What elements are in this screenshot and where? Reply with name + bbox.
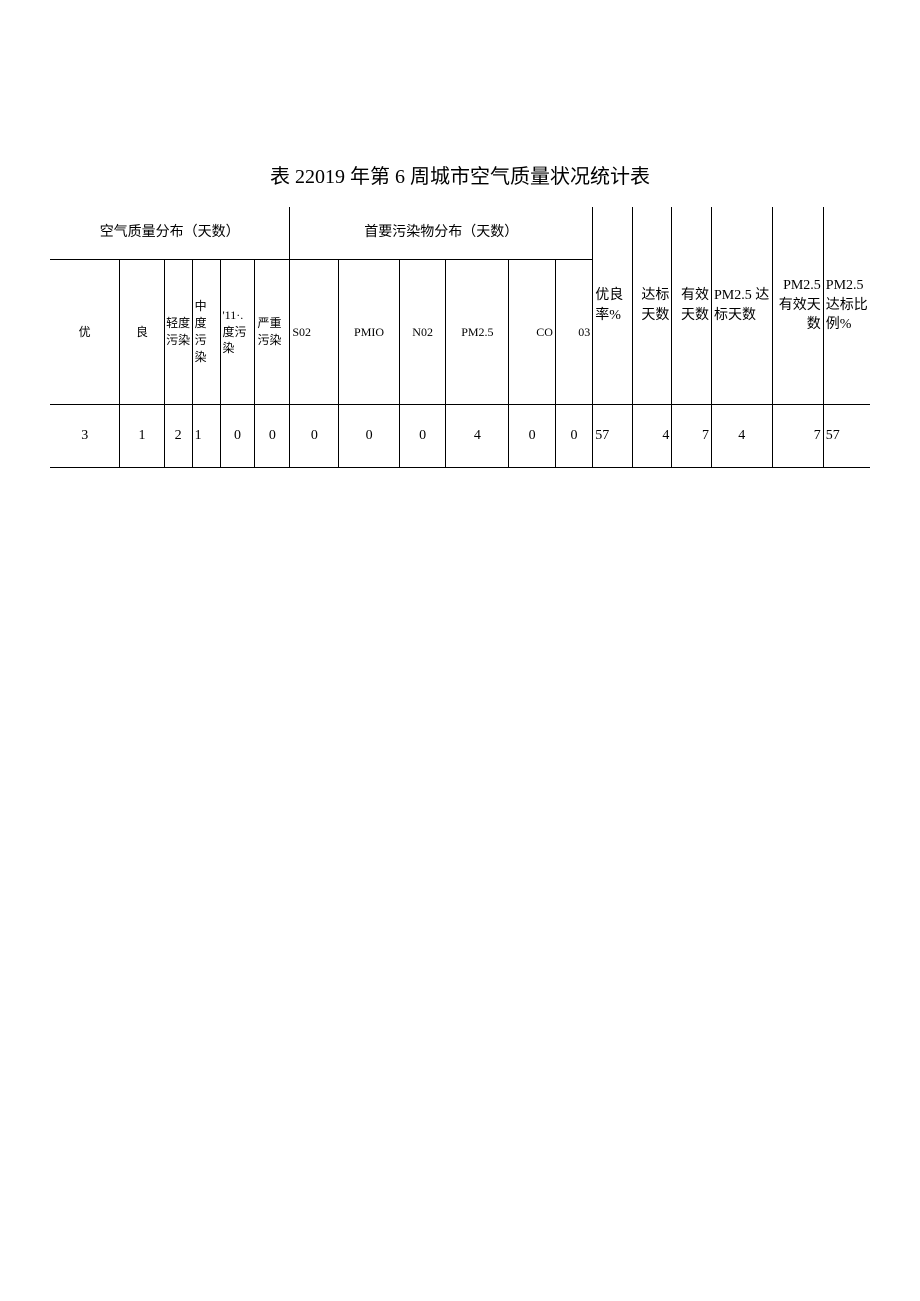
group-header-aqi: 空气质量分布（天数） <box>50 207 290 260</box>
table-cell: 0 <box>509 405 556 468</box>
table-cell: 57 <box>593 405 633 468</box>
table-cell: 4 <box>712 405 773 468</box>
col-header: 轻度污染 <box>164 260 192 405</box>
table-cell: 57 <box>823 405 870 468</box>
table-cell: 0 <box>339 405 400 468</box>
header-group-row: 空气质量分布（天数） 首要污染物分布（天数） 优良率% 达标天数 有效天数 PM… <box>50 207 870 260</box>
col-header: 严重污染 <box>255 260 290 405</box>
table-cell: 3 <box>50 405 120 468</box>
col-header: PM2.5有效天数 <box>772 207 823 405</box>
table-cell: 0 <box>290 405 339 468</box>
table-cell: 0 <box>555 405 592 468</box>
table-cell: 4 <box>446 405 509 468</box>
col-header: N02 <box>399 260 446 405</box>
col-header: S02 <box>290 260 339 405</box>
table-cell: 0 <box>255 405 290 468</box>
col-header: PM2.5 达标比例% <box>823 207 870 405</box>
table-cell: 1 <box>192 405 220 468</box>
col-header: CO <box>509 260 556 405</box>
table-cell: 1 <box>120 405 164 468</box>
table-cell: 4 <box>632 405 672 468</box>
col-header: PM2.5 <box>446 260 509 405</box>
table-cell: 2 <box>164 405 192 468</box>
col-header: 达标天数 <box>632 207 672 405</box>
col-header: 优良率% <box>593 207 633 405</box>
table-cell: 7 <box>672 405 712 468</box>
table-title: 表 22019 年第 6 周城市空气质量状况统计表 <box>0 160 920 189</box>
col-header: 03 <box>555 260 592 405</box>
col-header: 优 <box>50 260 120 405</box>
col-header: PMIO <box>339 260 400 405</box>
col-header: '11·.度污染 <box>220 260 255 405</box>
col-header: 有效天数 <box>672 207 712 405</box>
table-cell: 0 <box>399 405 446 468</box>
table-cell: 7 <box>772 405 823 468</box>
group-header-pollutant: 首要污染物分布（天数） <box>290 207 593 260</box>
col-header: PM2.5 达标天数 <box>712 207 773 405</box>
table-row: 31210000040057474757 <box>50 405 870 468</box>
air-quality-table: 空气质量分布（天数） 首要污染物分布（天数） 优良率% 达标天数 有效天数 PM… <box>50 207 870 468</box>
table-cell: 0 <box>220 405 255 468</box>
col-header: 中度污染 <box>192 260 220 405</box>
col-header: 良 <box>120 260 164 405</box>
